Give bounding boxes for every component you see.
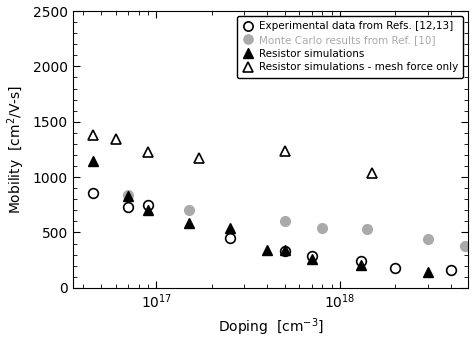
Resistor simulations [90, 159, 96, 163]
Line: Resistor simulations: Resistor simulations [88, 155, 433, 277]
X-axis label: Doping  [cm$^{-3}$]: Doping [cm$^{-3}$] [218, 317, 324, 338]
Experimental data from Refs. [12,13] [227, 236, 232, 240]
Monte Carlo results from Ref. [10] [425, 237, 430, 241]
Resistor simulations [309, 257, 314, 261]
Monte Carlo results from Ref. [10] [462, 244, 468, 248]
Monte Carlo results from Ref. [10] [186, 208, 191, 212]
Monte Carlo results from Ref. [10] [282, 219, 288, 223]
Resistor simulations [425, 270, 430, 275]
Experimental data from Refs. [12,13] [282, 249, 288, 254]
Resistor simulations - mesh force only [145, 150, 151, 154]
Experimental data from Refs. [12,13] [358, 259, 364, 263]
Line: Monte Carlo results from Ref. [10]: Monte Carlo results from Ref. [10] [123, 190, 470, 251]
Experimental data from Refs. [12,13] [90, 191, 96, 195]
Monte Carlo results from Ref. [10] [364, 227, 370, 231]
Experimental data from Refs. [12,13] [392, 266, 398, 270]
Line: Experimental data from Refs. [12,13]: Experimental data from Refs. [12,13] [88, 188, 456, 275]
Legend: Experimental data from Refs. [12,13], Monte Carlo results from Ref. [10], Resist: Experimental data from Refs. [12,13], Mo… [237, 16, 463, 78]
Resistor simulations [186, 221, 191, 225]
Monte Carlo results from Ref. [10] [319, 226, 325, 230]
Resistor simulations [264, 248, 270, 252]
Experimental data from Refs. [12,13] [448, 268, 454, 272]
Experimental data from Refs. [12,13] [125, 205, 131, 209]
Resistor simulations - mesh force only [113, 137, 118, 141]
Resistor simulations [125, 194, 131, 198]
Resistor simulations - mesh force only [196, 156, 201, 160]
Resistor simulations [145, 208, 151, 212]
Resistor simulations [358, 262, 364, 267]
Resistor simulations - mesh force only [282, 149, 288, 153]
Experimental data from Refs. [12,13] [309, 254, 314, 258]
Resistor simulations [282, 248, 288, 252]
Resistor simulations [227, 226, 232, 230]
Resistor simulations - mesh force only [370, 171, 375, 175]
Monte Carlo results from Ref. [10] [125, 193, 131, 197]
Y-axis label: Mobility  [cm$^2$/V-s]: Mobility [cm$^2$/V-s] [6, 85, 27, 214]
Experimental data from Refs. [12,13] [145, 203, 151, 207]
Resistor simulations - mesh force only [90, 133, 96, 137]
Line: Resistor simulations - mesh force only: Resistor simulations - mesh force only [88, 130, 377, 178]
